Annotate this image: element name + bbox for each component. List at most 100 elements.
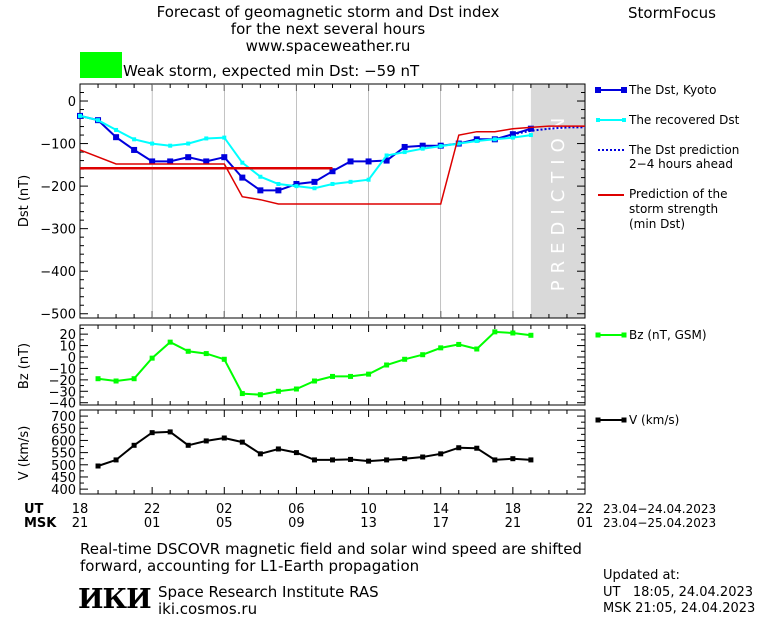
data-point [420, 352, 426, 358]
data-point [132, 137, 137, 142]
panel-frame [79, 409, 586, 495]
series-the-recovered-dst [78, 113, 533, 191]
ut-tick-label: 18 [72, 502, 89, 517]
iki-logo: ИКИ [78, 584, 152, 615]
updated-ut: UT 18:05, 24.04.2023 [603, 585, 754, 600]
msk-tick-label: 21 [72, 516, 89, 531]
data-point [78, 113, 82, 118]
data-point [275, 446, 281, 452]
data-point [330, 181, 335, 186]
data-point [438, 345, 444, 351]
data-point [293, 386, 299, 392]
data-point [131, 442, 137, 448]
data-point [239, 391, 245, 397]
data-point [492, 457, 498, 463]
ut-label: UT [24, 502, 44, 517]
data-point [239, 174, 246, 181]
legend-storm-1: Prediction of the [629, 187, 728, 201]
data-point [420, 146, 425, 151]
data-point [312, 186, 317, 191]
legend-marker [595, 417, 601, 423]
data-point [510, 330, 516, 336]
data-point [167, 339, 173, 345]
institute-name: Space Research Institute RAS [158, 583, 379, 601]
data-point [365, 158, 372, 165]
data-point [167, 158, 174, 165]
data-point [330, 373, 335, 379]
data-point [185, 442, 191, 448]
data-point [150, 141, 155, 146]
data-point [203, 158, 210, 165]
msk-tick-label: 01 [577, 516, 594, 531]
msk-dates: 23.04−25.04.2023 [603, 516, 717, 530]
data-point [438, 144, 443, 149]
legend-dst-prediction-2: 2−4 hours ahead [629, 157, 733, 171]
prediction-label: PREDICTION [548, 111, 569, 291]
data-point [492, 137, 497, 142]
data-point [311, 178, 318, 185]
msk-tick-label: 09 [288, 516, 305, 531]
data-point [149, 355, 155, 361]
data-point [257, 451, 263, 457]
ut-tick-label: 22 [577, 502, 594, 517]
data-point [113, 457, 119, 463]
series-prediction-of-the-storm-strength-min-dst- [79, 125, 585, 205]
data-point [402, 456, 408, 462]
storm-status-text: Weak storm, expected min Dst: −59 nT [123, 62, 420, 80]
y-tick-label: 600 [51, 434, 76, 449]
data-point [149, 430, 155, 436]
data-point [384, 362, 390, 368]
data-point [419, 142, 426, 149]
data-point [131, 376, 137, 382]
y-tick-label: 550 [51, 447, 76, 462]
legend-marker [621, 417, 627, 423]
legend-dst-prediction: The Dst prediction [628, 143, 739, 157]
data-point [384, 153, 389, 158]
legend-marker [595, 87, 601, 93]
data-point [438, 451, 444, 457]
panel-frame [79, 83, 586, 319]
data-point [366, 177, 371, 182]
institute-site[interactable]: iki.cosmos.ru [158, 600, 258, 618]
data-point [510, 135, 515, 140]
data-point [258, 174, 263, 179]
chart-subtitle: for the next several hours [230, 20, 426, 38]
y-tick-label: −500 [40, 308, 76, 323]
ut-tick-label: 10 [360, 502, 377, 517]
data-point [509, 131, 516, 138]
y-tick-label: 0 [68, 95, 76, 110]
data-point [257, 187, 264, 194]
storm-level-swatch [80, 52, 122, 78]
legend-marker [622, 118, 626, 122]
ut-tick-label: 22 [144, 502, 161, 517]
legend-marker [621, 332, 627, 338]
series-bz-nt-gsm- [95, 329, 534, 398]
data-point [527, 125, 534, 132]
data-point [420, 454, 426, 460]
series-line [97, 330, 532, 396]
data-point [366, 458, 372, 464]
site-link[interactable]: www.spaceweather.ru [245, 37, 411, 55]
prediction-zone [530, 84, 585, 318]
legend-marker [595, 332, 601, 338]
data-point [474, 346, 480, 352]
data-point [293, 450, 299, 456]
data-point [402, 356, 408, 362]
data-point [456, 445, 462, 451]
ut-tick-label: 18 [505, 502, 522, 517]
y-tick-label: 500 [51, 459, 76, 474]
y-axis-label: Bz (nT) [17, 343, 32, 389]
chart-title: Forecast of geomagnetic storm and Dst in… [156, 3, 500, 21]
ut-dates: 23.04−24.04.2023 [603, 502, 717, 516]
data-point [95, 463, 101, 469]
footer-note-line1: Real-time DSCOVR magnetic field and sola… [80, 540, 582, 558]
series-line [79, 114, 532, 190]
data-point [275, 187, 282, 194]
legend-storm-3: (min Dst) [629, 217, 685, 231]
series-the-dst-kyoto [77, 112, 534, 194]
msk-tick-label: 01 [144, 516, 161, 531]
data-point [203, 351, 209, 357]
y-tick-label: 400 [51, 483, 76, 498]
data-point [186, 141, 191, 146]
data-point [221, 154, 228, 161]
